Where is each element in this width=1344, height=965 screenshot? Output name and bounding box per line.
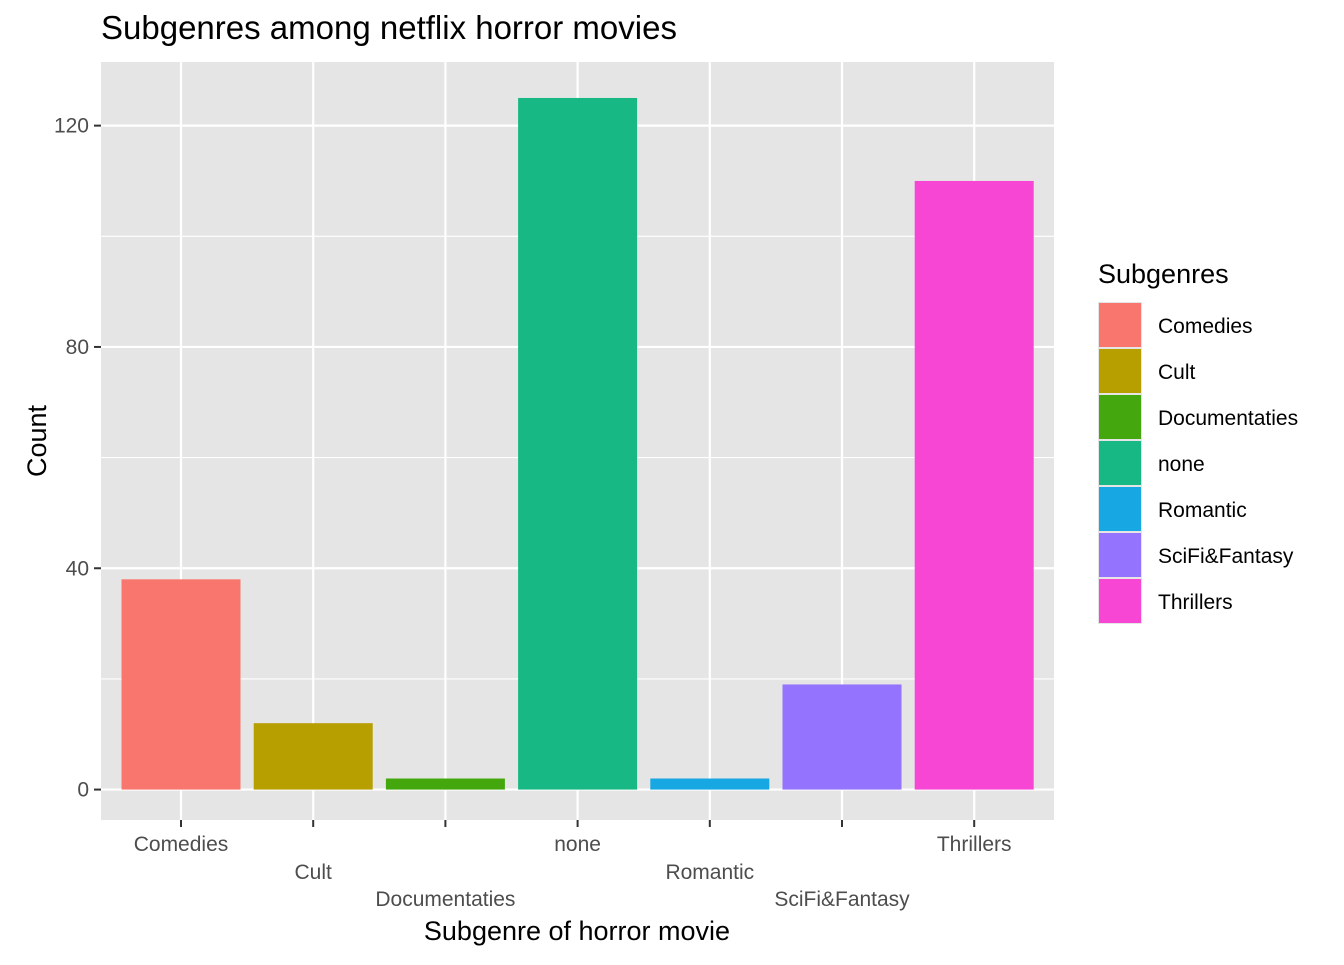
x-tick-label: Documentaties	[375, 888, 515, 911]
legend-label: Documentaties	[1158, 407, 1298, 430]
legend-key	[1099, 303, 1141, 347]
legend-label: SciFi&Fantasy	[1158, 545, 1294, 568]
bar-comedies	[121, 579, 241, 790]
legend-key	[1099, 533, 1141, 577]
plot-panel: 0 40 80 120 Comedies Cult Documentaties none Rom…	[54, 62, 1054, 911]
bar-documentaties	[385, 778, 505, 790]
legend-key	[1099, 441, 1141, 485]
y-axis-title: Count	[22, 404, 52, 477]
y-tick-label: 80	[66, 336, 89, 359]
y-tick-label: 40	[66, 557, 89, 580]
legend-key	[1099, 579, 1141, 623]
legend: Subgenres Comedies Cult Documentaties none R…	[1098, 259, 1298, 624]
legend-key	[1099, 349, 1141, 393]
bar-none	[518, 97, 638, 790]
y-tick-label: 120	[54, 115, 89, 138]
legend-label: Cult	[1158, 361, 1196, 384]
legend-key	[1099, 487, 1141, 531]
x-tick-label: Comedies	[134, 833, 229, 856]
bar-romantic	[650, 778, 770, 790]
legend-label: Comedies	[1158, 315, 1253, 338]
legend-label: Romantic	[1158, 499, 1247, 522]
x-tick-label: Romantic	[665, 861, 754, 884]
y-tick-label: 0	[77, 779, 89, 802]
x-tick-label: none	[554, 833, 601, 856]
bar-scifi-fantasy	[782, 684, 902, 790]
chart-title: Subgenres among netflix horror movies	[101, 9, 677, 46]
legend-label: Thrillers	[1158, 591, 1233, 614]
x-axis-title: Subgenre of horror movie	[424, 916, 730, 946]
legend-title: Subgenres	[1098, 259, 1229, 289]
x-tick-label: Cult	[295, 861, 333, 884]
bar-cult	[253, 723, 373, 790]
legend-key	[1099, 395, 1141, 439]
x-tick-label: Thrillers	[937, 833, 1012, 856]
bar-thrillers	[914, 180, 1034, 790]
legend-label: none	[1158, 453, 1205, 476]
x-tick-label: SciFi&Fantasy	[774, 888, 910, 911]
